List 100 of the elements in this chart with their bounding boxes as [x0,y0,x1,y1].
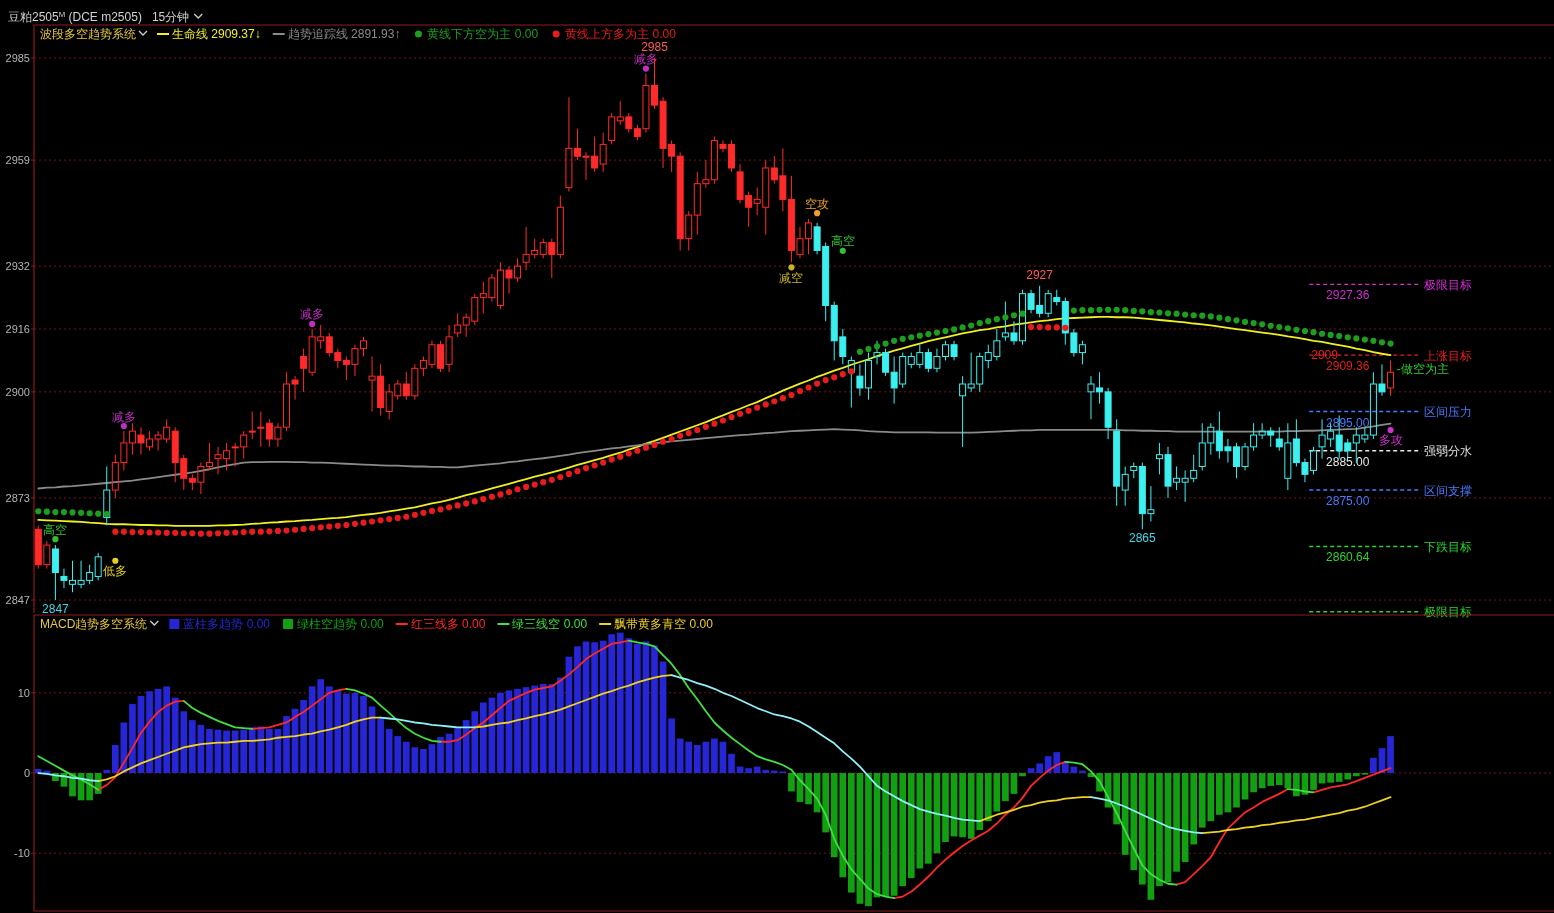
bar [146,691,153,774]
annotation: 2865 [1128,530,1156,545]
bar [240,729,248,774]
annotation: 2927.36 [1326,288,1370,303]
bar [728,753,735,774]
bar [163,686,170,774]
bar [531,685,539,774]
bar [411,747,419,774]
bar [454,727,461,774]
y-tick-label: 2900 [5,385,30,398]
bar [1061,761,1069,774]
bar [479,702,487,774]
chart-title: MACD趋势多空系统 [40,617,148,631]
ref-line-label: 极限目标 [1423,277,1473,292]
data-label: 高空 [43,522,68,537]
bar [1139,773,1146,885]
bar [377,718,384,774]
data-label: 减多 [111,409,136,424]
y-tick-label: 2932 [5,260,30,273]
bar [206,728,213,774]
bar [959,773,966,838]
ref-line-label: 上涨目标 [1424,348,1473,363]
bar [514,688,521,774]
bar [223,730,230,774]
bar [266,728,273,774]
legend-label: 飘带黄多青空 0.00 [614,617,714,631]
legend-label: 红三线多 0.00 [410,617,486,631]
point [788,264,795,271]
data-label: 空攻 [805,196,830,211]
ref-line-label: 极限目标 [1423,605,1473,620]
legend-label: 绿三线空 0.00 [512,617,588,631]
annotation: 2875.00 [1326,494,1370,509]
point [642,65,650,72]
bar [343,693,350,774]
bar [1387,736,1394,774]
point [839,247,846,254]
y-tick-label: 2873 [5,491,30,504]
bar [402,741,410,774]
candlestick [300,348,308,393]
bar [497,692,504,774]
chart-title: 波段多空趋势系统 [40,27,136,41]
ref-line-label: 区间压力 [1424,405,1473,419]
ref-line-label: 强弱分水 [1424,444,1473,459]
y-tick-label: 2847 [5,594,30,607]
bar [942,773,949,843]
ref-line-label: 下跌目标 [1424,539,1473,554]
bar [1156,773,1163,887]
y-tick-label: 10 [17,686,30,699]
data-label: 减多 [300,307,325,322]
annotation: 2885.00 [1326,454,1370,469]
annotation: 2927 [1026,268,1054,283]
ref-line-label: 区间支撑 [1424,483,1473,498]
bar [711,738,718,774]
data-label: 低多 [103,564,128,579]
candlestick [257,411,265,448]
candlestick [51,544,59,601]
bar [420,748,427,774]
bar [1267,773,1275,786]
y-tick-label: 0 [23,767,30,780]
bar [557,677,564,774]
legend-label: 蓝柱多趋势 0.00 [183,617,271,631]
candlestick [1121,465,1129,507]
data-label: 多攻 [1378,433,1403,448]
data-label: 减空 [779,270,804,285]
bar [1027,768,1035,774]
bar [1216,773,1223,815]
annotation: 2909.36 [1326,359,1370,374]
bar [1173,773,1180,872]
bar [1002,773,1009,802]
bar [993,773,1001,812]
point [309,320,316,327]
bar [1250,773,1257,793]
point [112,557,119,564]
y-tick-label: -10 [14,847,30,860]
legend-label: 黄线下方空为主 0.00 [427,27,539,41]
point [814,210,821,217]
bar [574,646,581,774]
bar [848,773,855,893]
y-tick-label: 2916 [5,323,30,336]
bar [1310,773,1317,790]
bar [788,773,795,792]
annotation: 2860.64 [1326,550,1370,565]
bar [129,704,136,774]
chart-subtitle: 豆粕2505$^{M}$ (DCE m2505) 15分钟 [8,9,190,24]
bar [591,642,598,774]
bar [882,773,889,897]
bar [1233,773,1240,808]
bar [1019,773,1026,777]
bar [300,700,307,774]
bar [317,679,325,774]
bar [1352,773,1360,777]
legend-label: 绿柱空趋势 0.00 [297,617,385,631]
bar [634,643,641,774]
bar [428,744,436,774]
bar [1327,773,1334,783]
bar [1010,773,1018,794]
legend-label: 黄线上方多为主 0.00 [565,27,677,41]
bar [437,736,444,774]
point [52,536,59,543]
data-label: 高空 [830,234,855,249]
